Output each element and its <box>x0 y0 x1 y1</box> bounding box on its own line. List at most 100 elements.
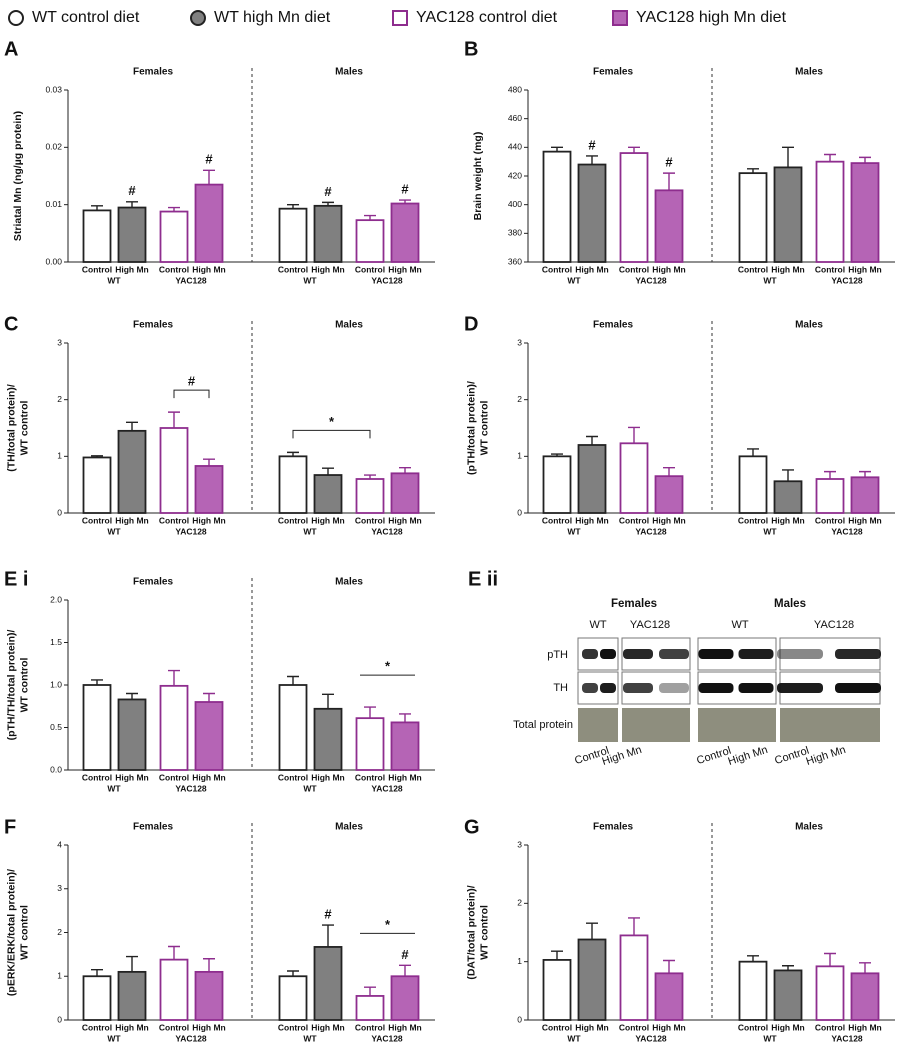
error-bar <box>747 168 759 174</box>
group-title: Males <box>795 67 823 78</box>
blot-total <box>698 708 776 742</box>
genotype-label: WT <box>107 526 121 536</box>
y-tick-label: 3 <box>517 337 522 347</box>
error-bar <box>168 206 180 212</box>
bar <box>738 960 768 1021</box>
y-tick-label: 2 <box>517 394 522 404</box>
blot-band <box>738 649 774 659</box>
x-tick-label: High Mn <box>652 515 686 525</box>
bar <box>159 427 189 514</box>
y-tick-label: 4 <box>57 839 62 849</box>
y-tick-label: 0.01 <box>45 199 62 209</box>
significance: # <box>665 155 673 170</box>
bar <box>355 219 385 263</box>
y-tick-label: 2 <box>517 898 522 908</box>
error-bar <box>586 435 598 445</box>
bar <box>82 684 112 771</box>
bar <box>577 444 607 514</box>
error-bar <box>203 958 215 972</box>
error-bar <box>203 169 215 185</box>
error-bar <box>824 952 836 967</box>
blot-row-label: TH <box>553 682 568 694</box>
blot-group: Females <box>611 598 657 610</box>
bar <box>313 474 343 514</box>
x-tick-label: High Mn <box>848 1022 882 1032</box>
bar <box>815 160 845 263</box>
x-tick-label: High Mn <box>115 515 149 525</box>
x-tick-label: Control <box>278 515 308 525</box>
error-bar <box>322 201 334 206</box>
legend-marker <box>190 10 206 26</box>
x-tick-label: High Mn <box>575 1022 609 1032</box>
y-tick-label: 3 <box>517 839 522 849</box>
bar <box>355 995 385 1021</box>
error-bar <box>663 172 675 191</box>
bar <box>159 684 189 771</box>
genotype-label: WT <box>763 526 777 536</box>
genotype-label: WT <box>303 1033 317 1043</box>
significance: * <box>329 414 335 429</box>
bar <box>738 455 768 514</box>
panel-letter: A <box>4 38 18 60</box>
genotype-label: YAC128 <box>635 526 667 536</box>
genotype-label: YAC128 <box>175 526 207 536</box>
bar <box>117 698 147 771</box>
bar <box>82 975 112 1021</box>
error-bar <box>287 675 299 685</box>
error-bar <box>782 965 794 971</box>
error-bar <box>399 713 411 723</box>
blot-row-label: Total protein <box>513 719 573 731</box>
bar <box>542 150 572 263</box>
genotype-label: WT <box>763 1033 777 1043</box>
group-title: Males <box>335 67 363 78</box>
y-axis-label: (TH/total protein)/ <box>5 384 17 472</box>
error-bar <box>126 201 138 208</box>
x-tick-label: Control <box>159 264 189 274</box>
bar <box>577 938 607 1021</box>
x-tick-label: Control <box>278 1022 308 1032</box>
bar <box>355 478 385 514</box>
panel-letter: E i <box>4 568 28 590</box>
x-tick-label: High Mn <box>311 1022 345 1032</box>
x-tick-label: High Mn <box>771 1022 805 1032</box>
y-tick-label: 3 <box>57 337 62 347</box>
y-tick-label: 0 <box>57 507 62 517</box>
error-bar <box>747 448 759 457</box>
x-tick-label: Control <box>82 515 112 525</box>
blot-genotype: WT <box>589 619 606 631</box>
panel-letter: D <box>464 313 478 335</box>
genotype-label: WT <box>567 1033 581 1043</box>
error-bar <box>399 466 411 474</box>
genotype-label: WT <box>107 1033 121 1043</box>
x-tick-label: Control <box>355 264 385 274</box>
error-bar <box>168 411 180 428</box>
genotype-label: WT <box>567 275 581 285</box>
y-axis-label: (pTH/TH/total protein)/ <box>5 630 17 741</box>
blot-band <box>835 649 881 659</box>
group-title: Males <box>335 320 363 331</box>
x-tick-label: Control <box>278 264 308 274</box>
x-tick-label: High Mn <box>771 515 805 525</box>
error-bar <box>203 458 215 466</box>
blot-band <box>777 683 823 693</box>
bar <box>313 204 343 263</box>
error-bar <box>168 945 180 960</box>
error-bar <box>287 203 299 209</box>
genotype-label: WT <box>107 275 121 285</box>
x-tick-label: Control <box>619 264 649 274</box>
y-axis-label: WT control <box>18 905 30 960</box>
y-tick-label: 360 <box>508 256 522 266</box>
blot-lane-label: High Mn <box>805 744 848 768</box>
blot-genotype: YAC128 <box>630 619 670 631</box>
x-tick-label: Control <box>815 515 845 525</box>
x-tick-label: High Mn <box>848 515 882 525</box>
blot-band <box>698 683 734 693</box>
group-title: Females <box>593 320 633 331</box>
error-bar <box>782 469 794 482</box>
bar <box>313 946 343 1021</box>
bar <box>117 429 147 514</box>
x-tick-label: Control <box>542 264 572 274</box>
bar <box>117 206 147 263</box>
blot-band <box>659 683 689 693</box>
